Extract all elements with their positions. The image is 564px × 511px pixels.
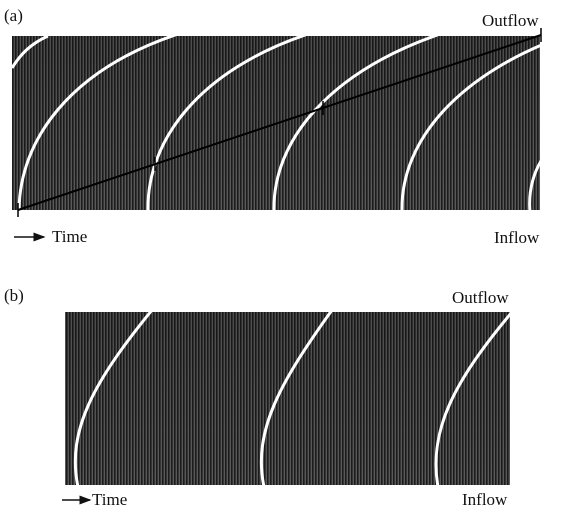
figure: (a) Outflow Time Inflow (b) Outflow [0,0,564,511]
outflow-label: Outflow [452,288,509,307]
panel-label: (b) [4,286,24,305]
inflow-label: Inflow [494,228,540,247]
time-label: Time [92,490,127,509]
outflow-label: Outflow [482,11,539,30]
panel-a: (a) Outflow Time Inflow [4,6,564,247]
time-label: Time [52,227,87,246]
panel-label: (a) [4,6,23,25]
inflow-label: Inflow [462,490,508,509]
panel-b: (b) Outflow Time Inflow [4,286,512,509]
